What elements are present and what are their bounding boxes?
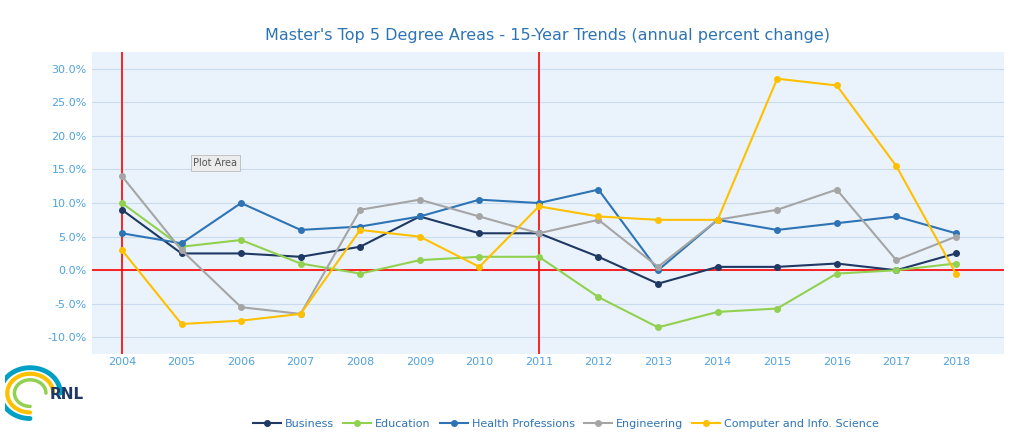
Text: Master's Top 5 Degree Areas - 15-Year Trends (annual percent change): Master's Top 5 Degree Areas - 15-Year Tr… xyxy=(265,28,830,43)
Text: Plot Area: Plot Area xyxy=(194,158,238,168)
Legend: Business, Education, Health Professions, Engineering, Computer and Info. Science: Business, Education, Health Professions,… xyxy=(249,414,884,432)
Text: RNL: RNL xyxy=(49,387,84,402)
